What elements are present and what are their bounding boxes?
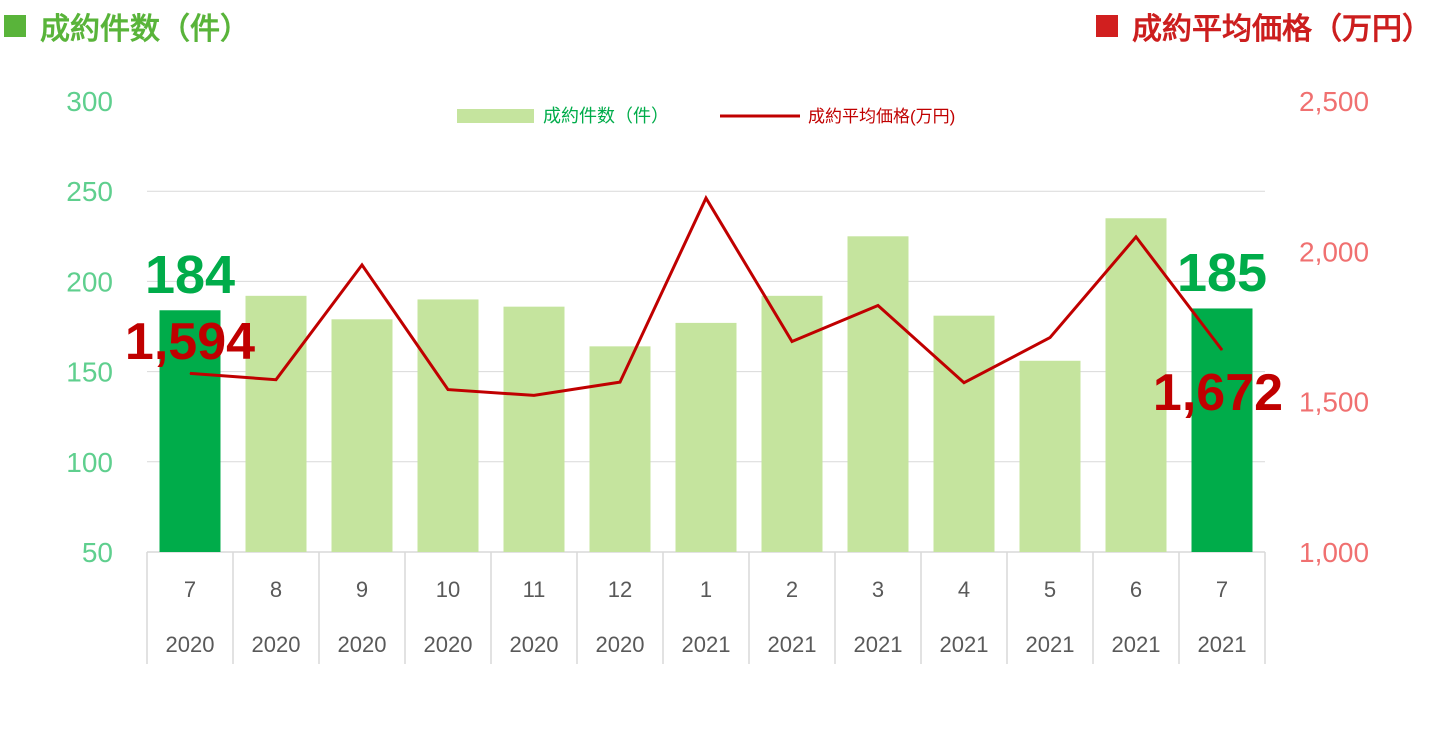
line-point (447, 389, 449, 391)
month-label: 12 (608, 577, 632, 602)
line-point (361, 264, 363, 266)
legend-bar-swatch (457, 109, 534, 123)
year-label: 2020 (510, 632, 559, 657)
bar (933, 315, 995, 552)
line-point (1049, 337, 1051, 339)
line-point (275, 379, 277, 381)
left-tick-label: 100 (66, 447, 113, 478)
first-price-label: 1,594 (125, 313, 255, 371)
month-label: 11 (523, 577, 546, 602)
left-tick-label: 50 (82, 537, 113, 568)
left-tick-label: 150 (66, 357, 113, 388)
month-label: 5 (1044, 577, 1056, 602)
year-label: 2020 (596, 632, 645, 657)
month-label: 9 (356, 577, 368, 602)
year-label: 2020 (424, 632, 473, 657)
right-axis-header-text: 成約平均価格（万円） (1132, 12, 1432, 47)
bar (159, 310, 221, 552)
line-point (619, 381, 621, 383)
line-point (1221, 349, 1223, 351)
left-tick-label: 200 (66, 266, 113, 297)
right-tick-label: 1,500 (1299, 387, 1369, 418)
year-label: 2021 (940, 632, 989, 657)
month-label: 8 (270, 577, 282, 602)
left-tick-label: 250 (66, 176, 113, 207)
first-count-label: 184 (145, 245, 235, 305)
year-label: 2021 (768, 632, 817, 657)
line-point (1135, 236, 1137, 238)
last-count-label: 185 (1177, 243, 1267, 303)
last-price-label: 1,672 (1153, 364, 1283, 422)
bar (589, 346, 651, 552)
month-label: 10 (436, 577, 460, 602)
year-label: 2021 (1112, 632, 1161, 657)
line-point (963, 382, 965, 384)
year-label: 2021 (1026, 632, 1075, 657)
category-labels: 7 2020 8 2020 9 2020 10 2020 11 2020 12 2020 1 2021 2 2… (166, 577, 1247, 657)
month-label: 6 (1130, 577, 1142, 602)
red-square-icon (1096, 15, 1118, 37)
line-point (791, 341, 793, 343)
month-label: 4 (958, 577, 970, 602)
year-label: 2021 (682, 632, 731, 657)
year-label: 2021 (854, 632, 903, 657)
month-label: 7 (184, 577, 196, 602)
line-point (877, 304, 879, 306)
left-tick-label: 300 (66, 86, 113, 117)
line-point (533, 394, 535, 396)
right-tick-label: 2,000 (1299, 236, 1369, 267)
line-point (705, 197, 707, 199)
bar (1191, 308, 1253, 552)
legend-bar-label: 成約件数（件） (543, 106, 669, 126)
right-tick-label: 2,500 (1299, 86, 1369, 117)
bar (1105, 218, 1167, 552)
month-label: 3 (872, 577, 884, 602)
month-label: 1 (700, 577, 712, 602)
bar (761, 295, 823, 552)
year-label: 2020 (252, 632, 301, 657)
legend-line-label: 成約平均価格(万円) (808, 107, 955, 126)
category-grid (146, 552, 1266, 664)
bar (331, 319, 393, 552)
right-axis-header: 成約平均価格（万円） (1096, 4, 1432, 48)
green-square-icon (4, 15, 26, 37)
bar (245, 295, 307, 552)
left-axis-header: 成約件数（件） (4, 4, 250, 48)
bar (1019, 360, 1081, 552)
year-label: 2020 (338, 632, 387, 657)
bar (847, 236, 909, 553)
month-label: 2 (786, 577, 798, 602)
bar (675, 322, 737, 552)
annotations: 184 1,594 185 1,672 (125, 243, 1283, 422)
line-point (189, 372, 191, 374)
right-tick-label: 1,000 (1299, 537, 1369, 568)
right-axis-ticks: 2,500 2,000 1,500 1,000 (1299, 86, 1369, 568)
bar (503, 306, 565, 552)
year-label: 2020 (166, 632, 215, 657)
left-axis-ticks: 300 250 200 150 100 50 (66, 86, 113, 568)
legend: 成約件数（件） 成約平均価格(万円) (457, 106, 955, 126)
line-series (189, 194, 1224, 397)
bar (417, 299, 479, 552)
month-label: 7 (1216, 577, 1228, 602)
left-axis-header-text: 成約件数（件） (40, 12, 250, 47)
bar-series (159, 218, 1253, 553)
year-label: 2021 (1198, 632, 1247, 657)
